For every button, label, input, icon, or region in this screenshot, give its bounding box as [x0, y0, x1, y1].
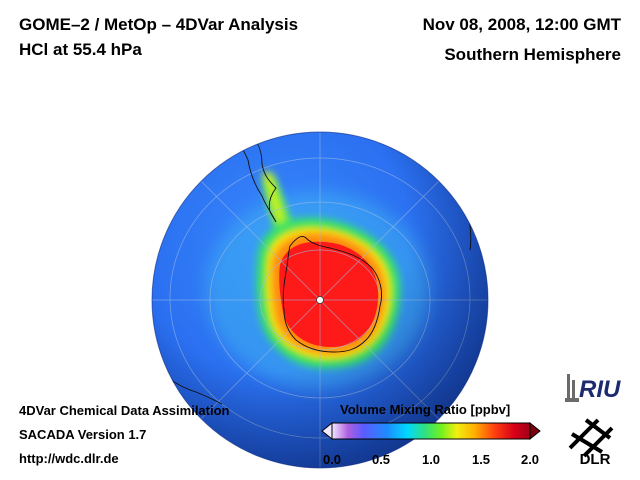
- region-label: Southern Hemisphere: [444, 45, 621, 64]
- footer-line-2: SACADA Version 1.7: [19, 427, 147, 442]
- colorbar-tick-2: 1.0: [421, 452, 441, 467]
- colorbar-tick-3: 1.5: [471, 452, 491, 467]
- dlr-emblem-icon: [568, 418, 614, 458]
- colorbar-tick-4: 2.0: [520, 452, 540, 467]
- riu-logo-text: RIU: [579, 376, 621, 403]
- dlr-logo-text: DLR: [580, 451, 611, 468]
- south-pole-marker-icon: [316, 296, 324, 304]
- dlr-logo: DLR: [568, 418, 614, 468]
- colorbar-gradient: [331, 422, 531, 440]
- footer-url: http://wdc.dlr.de: [19, 451, 119, 466]
- riu-logo: RIU: [565, 374, 621, 403]
- colorbar-title: Volume Mixing Ratio [ppbv]: [340, 402, 511, 417]
- datetime-label: Nov 08, 2008, 12:00 GMT: [422, 15, 621, 34]
- colorbar-tick-1: 0.5: [371, 452, 391, 467]
- colorbar-high-arrow: [529, 421, 541, 441]
- title-line-2: HCl at 55.4 hPa: [19, 40, 142, 59]
- title-line-1: GOME–2 / MetOp – 4DVar Analysis: [19, 15, 299, 34]
- footer-line-1: 4DVar Chemical Data Assimilation: [19, 403, 230, 418]
- colorbar-tick-0: 0.0: [322, 452, 342, 467]
- colorbar: [321, 421, 541, 441]
